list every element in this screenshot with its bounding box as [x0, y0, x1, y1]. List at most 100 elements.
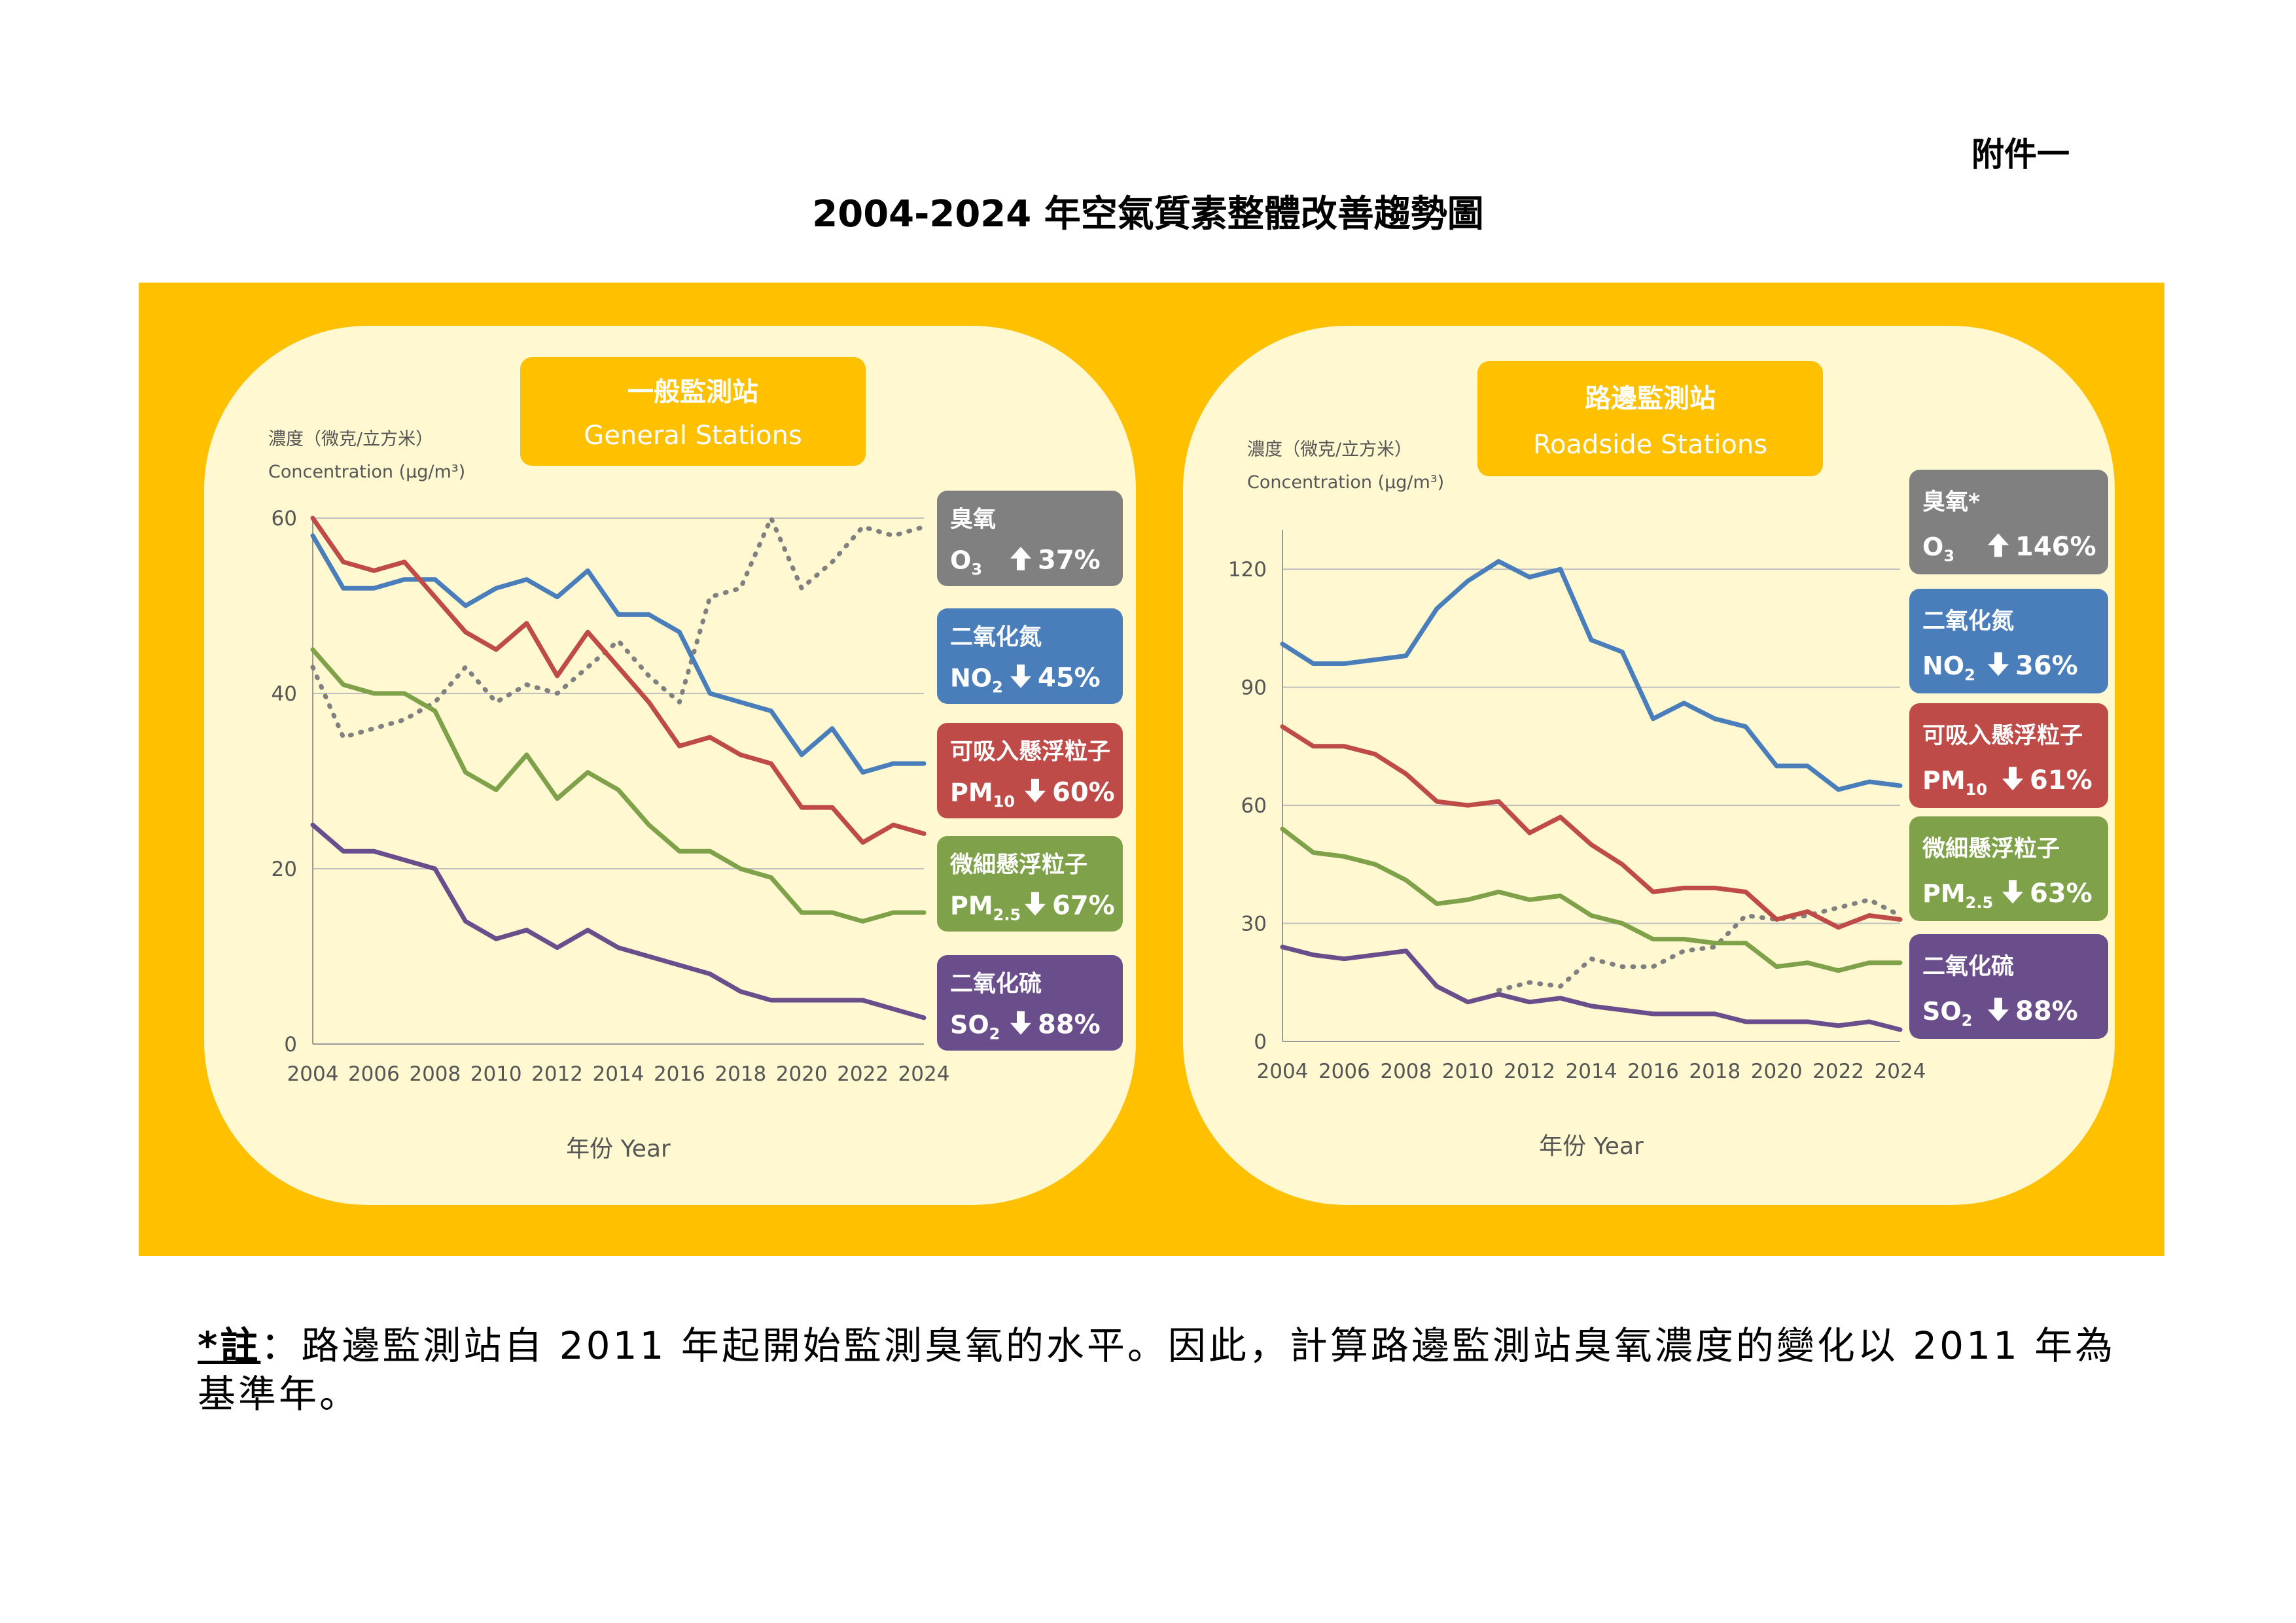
- legend-o3: 臭氧* O3 146%: [1909, 470, 2108, 574]
- legend-box: [937, 723, 1123, 818]
- legend-change-value: 45%: [1038, 663, 1101, 693]
- legend-no2: 二氧化氮 NO2 36%: [1909, 589, 2108, 693]
- legend-name-zh: 臭氧: [950, 506, 996, 532]
- arrow-down-icon: [1988, 998, 2009, 1022]
- legend-name-zh: 微細懸浮粒子: [1922, 836, 2060, 862]
- arrow-down-icon: [1010, 664, 1031, 688]
- y-tick-label: 20: [272, 858, 297, 881]
- chart-roadside: 路邊監測站 Roadside Stations 濃度（微克/立方米） Concentr…: [1183, 326, 2115, 1205]
- legend-name-en: O3: [1922, 532, 1954, 565]
- legend-change-value: 60%: [1052, 778, 1115, 808]
- chart-title-box: [520, 357, 866, 466]
- x-tick-label: 2004: [287, 1062, 339, 1086]
- legend-box: [1909, 703, 2108, 808]
- legend-no2: 二氧化氮 NO2 45%: [937, 608, 1123, 704]
- series-line-no2: [310, 533, 927, 775]
- arrow-down-icon: [1025, 892, 1046, 916]
- legend-change-value: 36%: [2015, 651, 2078, 681]
- legend-pm10: 可吸入懸浮粒子 PM10 60%: [937, 723, 1123, 818]
- x-tick-label: 2016: [654, 1062, 705, 1086]
- arrow-up-icon: [1988, 533, 2009, 557]
- legend-so2: 二氧化硫 SO2 88%: [937, 955, 1123, 1051]
- legend-pm25: 微細懸浮粒子 PM2.5 67%: [937, 836, 1123, 932]
- chart-title-en: General Stations: [584, 421, 802, 451]
- legend-o3: 臭氧 O3 37%: [937, 491, 1123, 586]
- x-tick-label: 2012: [531, 1062, 583, 1086]
- x-axis-label: 年份 Year: [1539, 1133, 1644, 1160]
- legend-name-zh: 二氧化氮: [1922, 608, 2014, 635]
- x-tick-label: 2018: [715, 1062, 766, 1086]
- y-axis-label-zh: 濃度（微克/立方米）: [1247, 440, 1412, 460]
- x-tick-label: 2020: [1751, 1060, 1803, 1083]
- series-line-no2: [1280, 559, 1903, 792]
- legend-name-en: PM2.5: [1922, 879, 1993, 912]
- x-tick-label: 2016: [1627, 1060, 1679, 1083]
- legend-name-zh: 二氧化硫: [1922, 954, 2014, 980]
- x-axis-label: 年份 Year: [566, 1136, 671, 1162]
- legend-name-zh: 可吸入懸浮粒子: [1922, 723, 2083, 749]
- x-tick-label: 2004: [1257, 1060, 1309, 1083]
- legend-name-en: PM10: [1922, 766, 1987, 799]
- x-tick-label: 2018: [1689, 1060, 1740, 1083]
- legend-box: [937, 491, 1123, 586]
- legend-name-en: NO2: [950, 664, 1003, 697]
- chart-title-zh: 一般監測站: [627, 377, 758, 407]
- x-tick-label: 2006: [348, 1062, 400, 1086]
- arrow-down-icon: [1025, 778, 1046, 803]
- chart-panel: [204, 326, 1136, 1205]
- x-tick-label: 2010: [1442, 1060, 1494, 1083]
- x-tick-label: 2014: [1566, 1060, 1617, 1083]
- legend-change-value: 67%: [1052, 891, 1115, 921]
- legend-box: [937, 836, 1123, 932]
- legend-box: [1909, 470, 2108, 574]
- y-tick-label: 90: [1241, 676, 1267, 700]
- legend-change-value: 88%: [1038, 1010, 1101, 1040]
- y-tick-label: 60: [1241, 794, 1267, 818]
- y-tick-label: 60: [272, 507, 297, 531]
- legend-name-en: SO2: [1922, 997, 1972, 1030]
- x-tick-label: 2008: [1380, 1060, 1432, 1083]
- legend-so2: 二氧化硫 SO2 88%: [1909, 934, 2108, 1039]
- legend-pm10: 可吸入懸浮粒子 PM10 61%: [1909, 703, 2108, 808]
- footnote-label: *註: [198, 1323, 261, 1368]
- x-tick-label: 2012: [1504, 1060, 1555, 1083]
- series-line-pm10: [1280, 724, 1903, 930]
- y-tick-label: 30: [1241, 913, 1267, 936]
- series-line-pm25: [1280, 826, 1903, 973]
- annex-label: 附件一: [1971, 135, 2070, 173]
- legend-box: [937, 608, 1123, 704]
- page-title: 2004-2024 年空氣質素整體改善趨勢圖: [812, 193, 1484, 236]
- legend-name-zh: 臭氧*: [1922, 489, 1980, 515]
- x-tick-label: 2006: [1318, 1060, 1370, 1083]
- legend-change-value: 146%: [2015, 532, 2096, 562]
- x-tick-label: 2014: [593, 1062, 645, 1086]
- y-axis-label-en: Concentration (μg/m³): [1247, 472, 1444, 493]
- x-tick-label: 2020: [776, 1062, 828, 1086]
- x-tick-label: 2010: [470, 1062, 522, 1086]
- y-tick-label: 0: [1254, 1030, 1267, 1054]
- legend-name-zh: 二氧化氮: [950, 624, 1042, 650]
- chart-title-zh: 路邊監測站: [1585, 383, 1716, 413]
- y-axis-label-en: Concentration (μg/m³): [268, 462, 465, 482]
- chart-panel: [1183, 326, 2115, 1205]
- charts-canvas: 一般監測站 General Stations 濃度（微克/立方米） Concentra…: [204, 326, 2115, 1205]
- legend-change-value: 88%: [2015, 996, 2078, 1026]
- legend-name-zh: 二氧化硫: [950, 971, 1042, 997]
- y-axis-label-zh: 濃度（微克/立方米）: [268, 429, 433, 449]
- y-tick-label: 40: [272, 682, 297, 706]
- x-tick-label: 2008: [409, 1062, 461, 1086]
- x-tick-label: 2024: [898, 1062, 950, 1086]
- legend-change-value: 63%: [2030, 879, 2093, 909]
- x-tick-label: 2022: [837, 1062, 889, 1086]
- legend-box: [937, 955, 1123, 1051]
- x-tick-label: 2024: [1875, 1060, 1926, 1083]
- legend-name-en: O3: [950, 546, 982, 579]
- series-line-so2: [310, 822, 927, 1021]
- legend-change-value: 61%: [2030, 765, 2093, 795]
- arrow-down-icon: [2002, 767, 2023, 791]
- chart-title-en: Roadside Stations: [1533, 430, 1767, 460]
- legend-name-en: PM2.5: [950, 892, 1021, 924]
- legend-change-value: 37%: [1038, 546, 1101, 576]
- legend-box: [1909, 934, 2108, 1039]
- legend-name-en: SO2: [950, 1011, 1000, 1043]
